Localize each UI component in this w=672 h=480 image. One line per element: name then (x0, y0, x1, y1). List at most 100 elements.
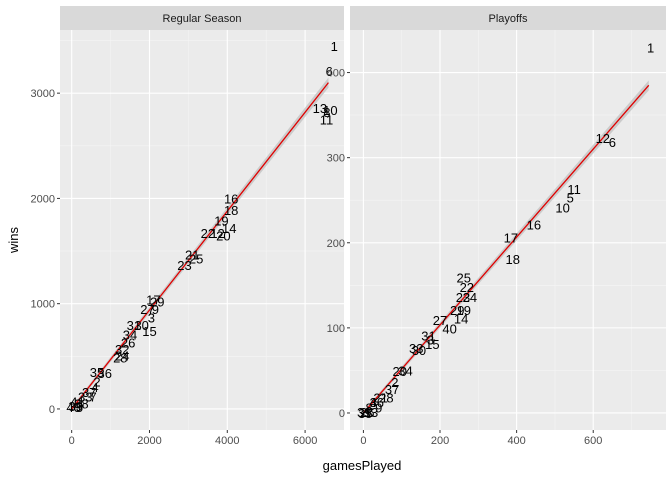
point-label: 23 (177, 258, 191, 273)
point-label: 32 (115, 342, 129, 357)
point-label: 34 (123, 327, 137, 342)
point-label: 36 (98, 366, 112, 381)
point-label: 12 (596, 131, 610, 146)
point-label: 40 (442, 322, 456, 337)
point-label: 3 (427, 333, 434, 348)
point-label: 2 (93, 375, 100, 390)
y-tick-label: 2000 (31, 193, 55, 205)
plot-background (350, 30, 666, 430)
point-label: 9 (375, 401, 382, 416)
point-label: 41 (70, 395, 84, 410)
point-label: 31 (421, 328, 435, 343)
point-label: 1 (647, 41, 654, 56)
point-label: 34 (398, 363, 412, 378)
point-label: 19 (214, 214, 228, 229)
point-label: 33 (409, 341, 423, 356)
point-label: 36 (370, 395, 384, 410)
point-label: 40 (66, 400, 80, 415)
y-tick-label: 100 (327, 323, 345, 335)
point-label: 30 (412, 343, 426, 358)
point-label: 24 (463, 290, 477, 305)
point-label: 4 (91, 380, 98, 395)
point-label: 20 (393, 364, 407, 379)
point-label: 25 (457, 271, 471, 286)
point-label: 18 (224, 203, 238, 218)
fit-line (362, 84, 650, 414)
point-label: 35 (358, 406, 372, 421)
point-label: 20 (216, 228, 230, 243)
point-label: 16 (224, 191, 238, 206)
y-tick-label: 0 (339, 408, 345, 420)
point-label: 6 (609, 135, 616, 150)
point-label: 15 (425, 337, 439, 352)
point-label: 39 (68, 399, 82, 414)
point-label: 39 (357, 405, 371, 420)
point-label: 28 (379, 391, 393, 406)
point-label: 28 (113, 350, 127, 365)
x-tick-label: 4000 (215, 435, 239, 447)
x-tick-label: 200 (431, 435, 449, 447)
point-label: 13 (313, 101, 327, 116)
point-label: 4 (369, 395, 376, 410)
point-label: 19 (457, 303, 471, 318)
point-label: 37 (82, 385, 96, 400)
x-tick-label: 600 (584, 435, 602, 447)
x-tick-label: 2000 (137, 435, 161, 447)
point-label: 30 (134, 318, 148, 333)
x-tick-label: 6000 (293, 435, 317, 447)
point-label: 18 (506, 252, 520, 267)
point-label: 2 (391, 375, 398, 390)
y-axis-title: wins (6, 227, 21, 255)
point-label: 22 (460, 280, 474, 295)
y-tick-label: 200 (327, 238, 345, 250)
point-label: 11 (320, 113, 334, 128)
point-label: 5 (567, 191, 574, 206)
x-tick-label: 0 (360, 435, 366, 447)
point-label: 38 (74, 397, 88, 412)
point-label: 29 (450, 303, 464, 318)
y-tick-label: 1000 (31, 299, 55, 311)
point-label: 7 (89, 389, 96, 404)
strip-background (60, 6, 344, 30)
y-tick-label: 0 (49, 404, 55, 416)
point-label: 13 (364, 405, 378, 420)
point-label: 31 (127, 318, 141, 333)
point-label: 27 (140, 302, 154, 317)
point-label: 22 (201, 226, 215, 241)
regular-season-panel: Regular Season 1613108111618191422122021… (31, 6, 344, 447)
point-label: 24 (115, 348, 129, 363)
point-label: 23 (456, 290, 470, 305)
point-label: 14 (454, 311, 468, 326)
playoffs-panel: Playoffs 1126115101617182522232429191427… (327, 6, 666, 447)
point-label: 21 (373, 391, 387, 406)
x-axis-title: gamesPlayed (323, 458, 402, 473)
point-label: 37 (385, 382, 399, 397)
y-tick-label: 300 (327, 153, 345, 165)
strip-background (350, 6, 666, 30)
point-label: 11 (567, 182, 581, 197)
point-label: 16 (527, 218, 541, 233)
point-label: 21 (185, 247, 199, 262)
fit-line (71, 82, 329, 410)
point-label: 14 (222, 221, 236, 236)
point-label: 8 (323, 105, 330, 120)
strip-label-playoffs: Playoffs (489, 13, 528, 25)
y-tick-label: 3000 (31, 88, 55, 100)
point-label: 33 (78, 389, 92, 404)
point-label: 3 (148, 310, 155, 325)
point-label: 9 (152, 302, 159, 317)
point-label: 1 (331, 39, 338, 54)
point-label: 26 (121, 336, 135, 351)
y-tick-label: 400 (327, 68, 345, 80)
point-label: 26 (360, 405, 374, 420)
strip-label-regular-season: Regular Season (163, 13, 242, 25)
point-label: 15 (142, 324, 156, 339)
point-label: 10 (323, 103, 337, 118)
x-tick-label: 400 (507, 435, 525, 447)
point-label: 8 (366, 401, 373, 416)
x-tick-label: 0 (69, 435, 75, 447)
point-label: 25 (189, 251, 203, 266)
point-label: 27 (433, 313, 447, 328)
point-label: 6 (326, 64, 333, 79)
